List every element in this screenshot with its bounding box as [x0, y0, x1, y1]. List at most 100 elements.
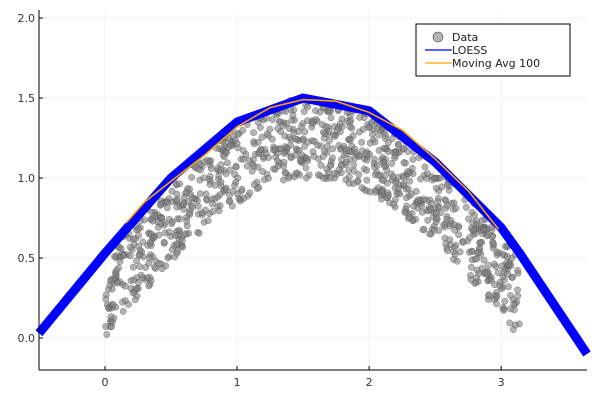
data-point — [248, 167, 256, 175]
data-point — [246, 189, 254, 197]
data-point — [312, 116, 320, 123]
data-point — [102, 291, 110, 299]
legend-label-data: Data — [452, 31, 478, 44]
data-point — [116, 258, 124, 265]
data-point — [135, 231, 143, 239]
data-point — [378, 187, 385, 195]
data-point — [375, 147, 383, 154]
data-point — [433, 209, 440, 217]
data-point — [505, 260, 513, 268]
data-point — [204, 217, 212, 225]
data-point — [490, 260, 498, 268]
data-point — [189, 203, 197, 211]
legend-box — [415, 23, 571, 77]
data-point — [312, 107, 319, 115]
data-point — [459, 238, 467, 246]
data-point — [456, 248, 464, 256]
data-point — [129, 263, 137, 271]
data-point — [147, 230, 155, 238]
data-point — [329, 145, 337, 153]
data-point — [404, 148, 412, 155]
data-point — [144, 274, 151, 282]
data-point — [180, 194, 188, 201]
data-point — [281, 132, 289, 140]
data-point — [485, 291, 493, 298]
data-point — [427, 206, 435, 213]
data-point — [173, 249, 181, 257]
moving-avg-line-group — [125, 98, 500, 230]
moving-avg-line — [125, 98, 500, 230]
data-point — [373, 125, 381, 132]
scatter-points — [102, 95, 523, 338]
data-point — [419, 226, 427, 234]
data-point — [165, 195, 173, 202]
data-point — [186, 185, 193, 193]
data-point — [142, 264, 150, 271]
data-point — [287, 154, 295, 162]
data-point — [424, 170, 431, 177]
data-point — [504, 270, 512, 278]
data-point — [109, 301, 117, 309]
data-point — [302, 164, 310, 172]
data-point — [309, 148, 317, 156]
data-point — [317, 161, 325, 169]
data-point — [444, 181, 451, 189]
data-point — [103, 330, 111, 338]
data-point — [363, 166, 370, 174]
data-point — [406, 213, 413, 221]
data-point — [434, 198, 442, 206]
data-point — [292, 135, 300, 143]
data-point — [328, 154, 336, 162]
data-point — [496, 282, 504, 290]
data-point — [489, 240, 497, 247]
data-point — [232, 163, 240, 171]
data-point — [433, 215, 441, 223]
data-point — [217, 178, 225, 186]
data-point — [402, 194, 410, 202]
data-point — [501, 242, 509, 250]
data-point — [500, 306, 508, 314]
data-point — [353, 178, 361, 186]
data-point — [233, 139, 241, 147]
data-point — [440, 221, 448, 229]
data-point — [146, 240, 154, 248]
data-point — [226, 166, 234, 174]
data-point — [219, 151, 227, 159]
data-point — [145, 282, 153, 290]
data-point — [431, 174, 439, 182]
data-point — [371, 188, 379, 196]
data-point — [452, 204, 460, 212]
data-point — [239, 147, 247, 155]
data-point — [335, 166, 343, 174]
data-point — [344, 147, 352, 154]
y-tick-label: 0.5 — [18, 252, 36, 265]
data-point — [488, 276, 495, 284]
y-ticks: 0.0 0.5 1.0 1.5 2.0 — [18, 12, 43, 345]
data-point — [223, 159, 231, 167]
data-point — [359, 125, 367, 133]
data-point — [206, 180, 214, 188]
data-point — [340, 142, 348, 150]
y-tick-label: 2.0 — [18, 12, 36, 25]
data-point — [254, 138, 262, 146]
data-point — [321, 130, 329, 138]
data-point — [238, 185, 246, 193]
data-point — [119, 307, 127, 315]
data-point — [504, 283, 512, 291]
data-point — [154, 223, 162, 231]
data-point — [363, 176, 371, 184]
data-point — [511, 321, 519, 329]
data-point — [396, 190, 403, 198]
data-point — [196, 190, 204, 198]
data-point — [274, 125, 282, 132]
data-point — [217, 166, 225, 174]
data-point — [179, 201, 187, 209]
data-point — [155, 259, 163, 267]
data-point — [325, 107, 333, 115]
data-point — [358, 138, 366, 146]
data-point — [178, 237, 186, 245]
data-point — [240, 194, 248, 202]
data-point — [346, 136, 354, 144]
data-point — [314, 171, 322, 179]
data-point — [296, 156, 304, 164]
